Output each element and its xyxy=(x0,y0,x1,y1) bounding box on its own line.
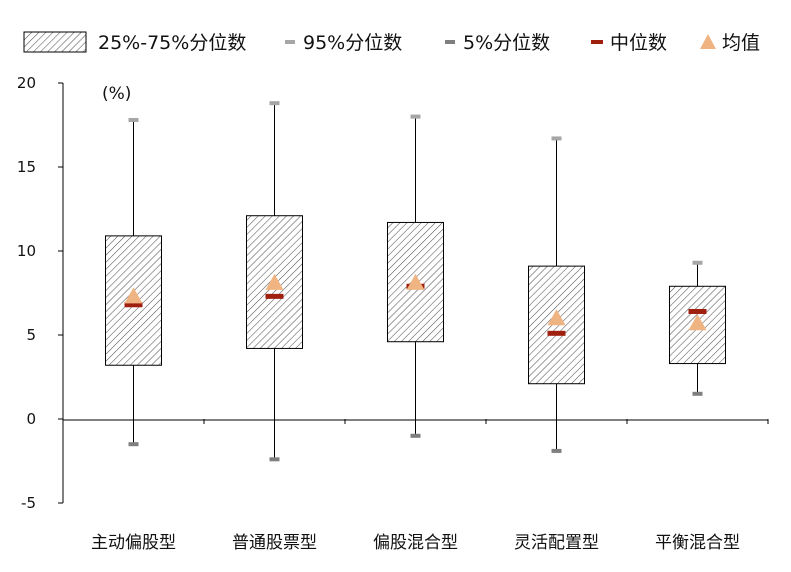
y-unit-label: (%) xyxy=(102,84,131,104)
box-group xyxy=(387,114,444,438)
legend-p95-label: 95%分位数 xyxy=(303,32,402,54)
p5-marker xyxy=(551,448,562,453)
p5-marker xyxy=(128,442,139,447)
legend-iqr-swatch xyxy=(23,31,87,53)
p95-marker xyxy=(410,114,421,119)
y-tick-label: -5 xyxy=(21,494,36,512)
y-tick-label: 0 xyxy=(26,410,36,428)
p95-marker xyxy=(269,101,280,106)
median-marker xyxy=(547,330,566,336)
box-group xyxy=(669,260,726,396)
legend-p95-swatch xyxy=(285,40,295,44)
box-group xyxy=(105,117,162,447)
legend-iqr-label: 25%-75%分位数 xyxy=(98,32,246,54)
p95-marker xyxy=(692,260,703,265)
p95-marker xyxy=(128,117,139,122)
mean-marker xyxy=(265,273,284,290)
p95-marker xyxy=(551,136,562,141)
legend-mean-swatch xyxy=(700,34,716,49)
y-tick-label: 15 xyxy=(17,158,36,176)
median-marker xyxy=(265,293,284,299)
mean-marker xyxy=(124,287,143,304)
category-label: 普通股票型 xyxy=(232,533,317,553)
legend-mean-label: 均值 xyxy=(722,32,760,54)
legend-p5-label: 5%分位数 xyxy=(463,32,550,54)
category-labels: 主动偏股型 普通股票型 偏股混合型 灵活配置型 平衡混合型 xyxy=(91,533,740,553)
mean-marker xyxy=(547,309,566,326)
category-label: 灵活配置型 xyxy=(514,533,599,553)
y-tick-label: 5 xyxy=(26,326,36,344)
median-marker xyxy=(688,308,707,314)
y-ticks: -5 0 5 10 15 20 xyxy=(17,74,63,512)
mean-marker xyxy=(406,273,425,290)
legend-median-swatch xyxy=(591,40,603,44)
p5-marker xyxy=(410,433,421,438)
category-label: 主动偏股型 xyxy=(91,533,176,553)
mean-marker xyxy=(688,314,707,331)
box-group xyxy=(528,136,585,453)
y-tick-label: 10 xyxy=(17,242,36,260)
legend-median-label: 中位数 xyxy=(610,32,667,54)
median-marker xyxy=(124,302,143,308)
p5-marker xyxy=(692,391,703,396)
x-ticks xyxy=(62,419,769,424)
p5-marker xyxy=(269,457,280,462)
category-label: 平衡混合型 xyxy=(655,533,740,553)
category-label: 偏股混合型 xyxy=(373,533,458,553)
y-tick-label: 20 xyxy=(17,74,36,92)
legend: 25%-75%分位数 95%分位数 5%分位数 中位数 均值 xyxy=(23,31,760,54)
boxes xyxy=(105,101,726,462)
box-group xyxy=(246,101,303,462)
legend-p5-swatch xyxy=(445,40,455,44)
